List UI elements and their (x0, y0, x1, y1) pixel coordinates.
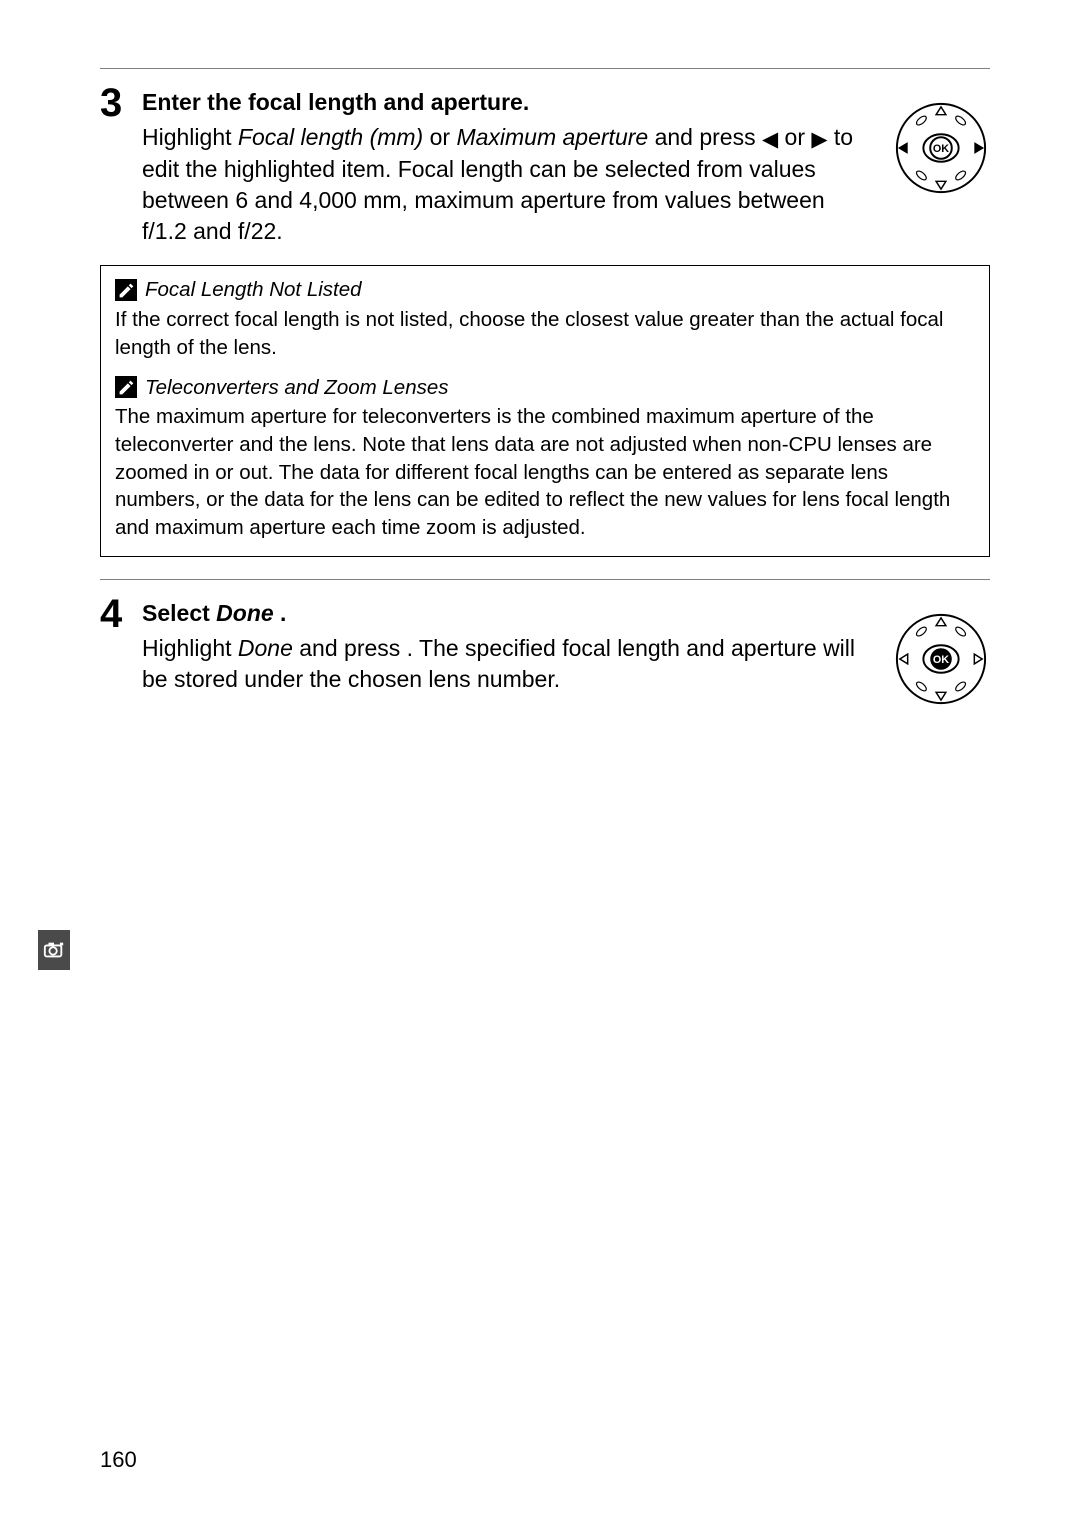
pencil-icon (115, 376, 137, 398)
step-paragraph: Highlight Focal length (mm) or Maximum a… (142, 122, 862, 247)
text: and press (648, 124, 762, 150)
section-tab-icon (38, 930, 70, 970)
text-italic: Focal length (mm) (238, 124, 423, 150)
multi-selector-icon: OK (892, 99, 990, 197)
step-title: Select Done . (142, 600, 862, 627)
note-box: Focal Length Not Listed If the correct f… (100, 265, 990, 556)
text: Select (142, 600, 216, 626)
note-body: If the correct focal length is not liste… (115, 306, 975, 361)
divider (100, 579, 990, 580)
step-title: Enter the focal length and aperture. (142, 89, 862, 116)
text: or (778, 124, 811, 150)
text: Highlight (142, 124, 238, 150)
text-italic: Maximum aperture (456, 124, 648, 150)
note-title: Teleconverters and Zoom Lenses (145, 374, 449, 402)
manual-page: 3 Enter the focal length and aperture. H… (0, 0, 1080, 1529)
note-body: The maximum aperture for teleconverters … (115, 403, 975, 541)
arrow-right-icon: ▶ (811, 126, 827, 154)
pencil-icon (115, 279, 137, 301)
text-italic: Done (238, 635, 293, 661)
step-number: 4 (100, 594, 128, 634)
text: . (274, 600, 287, 626)
arrow-left-icon: ◀ (762, 126, 778, 154)
step-body: Select Done . Highlight Done and press .… (142, 594, 990, 708)
text: Highlight (142, 635, 238, 661)
svg-text:OK: OK (933, 143, 949, 155)
text-italic: Done (216, 600, 274, 626)
step-paragraph: Highlight Done and press . The specified… (142, 633, 862, 695)
svg-text:OK: OK (933, 653, 949, 665)
step-4: 4 Select Done . Highlight Done and press… (100, 594, 990, 708)
text: or (423, 124, 456, 150)
note-heading: Teleconverters and Zoom Lenses (115, 374, 975, 402)
text: and press (293, 635, 407, 661)
divider (100, 68, 990, 69)
note-heading: Focal Length Not Listed (115, 276, 975, 304)
note-title: Focal Length Not Listed (145, 276, 362, 304)
multi-selector-icon: OK (892, 610, 990, 708)
page-number: 160 (100, 1447, 137, 1473)
step-number: 3 (100, 83, 128, 123)
step-body: Enter the focal length and aperture. Hig… (142, 83, 990, 247)
step-3: 3 Enter the focal length and aperture. H… (100, 83, 990, 247)
